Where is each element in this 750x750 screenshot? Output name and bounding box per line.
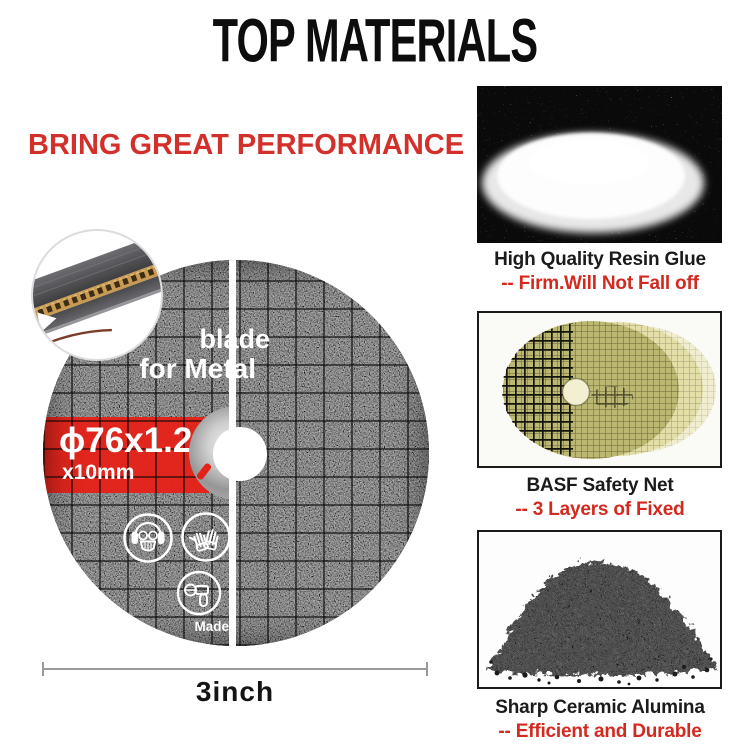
edge-magnifier — [31, 229, 163, 361]
spec-diameter: ϕ76x1.2 — [59, 421, 193, 460]
feature-note: -- Firm.Will Not Fall off — [501, 273, 699, 294]
protective-gloves-icon — [180, 511, 232, 563]
feature-title: High Quality Resin Glue — [494, 249, 706, 270]
feature-title: Sharp Ceramic Alumina — [495, 697, 705, 718]
dimension-line — [42, 662, 428, 676]
made-label: Made — [194, 619, 229, 634]
cutting-disc: blade for Metal ϕ76x1.2 x10mm — [43, 260, 429, 646]
center-bore — [213, 427, 267, 481]
feature-title: BASF Safety Net — [526, 475, 674, 496]
page-title: TOP MATERIALS — [212, 7, 539, 76]
subtitle: BRING GREAT PERFORMANCE — [28, 129, 465, 161]
feature-note: -- 3 Layers of Fixed — [515, 499, 685, 520]
respirator-ear-protection-icon — [122, 512, 174, 564]
alumina-grain-photo — [477, 530, 722, 689]
blade-cross-section — [33, 231, 161, 353]
feature-caption-3: Sharp Ceramic Alumina -- Efficient and D… — [455, 697, 745, 743]
resin-glue-photo — [477, 86, 722, 243]
spec-bore: x10mm — [62, 461, 135, 484]
angle-grinder-icon — [176, 570, 222, 616]
feature-note: -- Efficient and Durable — [498, 721, 702, 742]
dimension-label: 3inch — [195, 676, 275, 707]
safety-net-photo — [477, 311, 722, 468]
feature-caption-2: BASF Safety Net -- 3 Layers of Fixed — [455, 475, 745, 521]
feature-caption-1: High Quality Resin Glue -- Firm.Will Not… — [455, 249, 745, 295]
split-divider — [229, 260, 236, 646]
disc-label-line2: for Metal — [139, 353, 256, 384]
